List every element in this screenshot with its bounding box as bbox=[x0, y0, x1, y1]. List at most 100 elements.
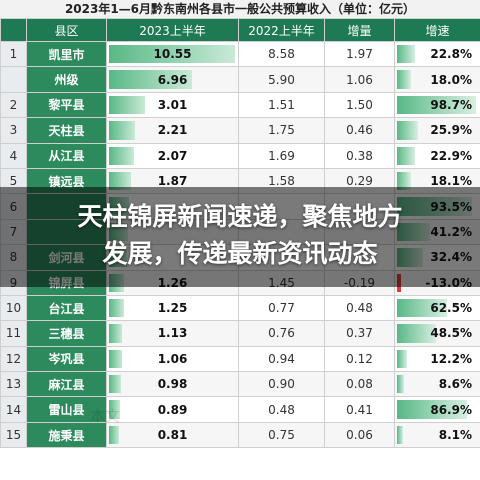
row-index: 4 bbox=[0, 142, 27, 169]
increase-value: 1.50 bbox=[324, 91, 395, 119]
value-2023: 1.06 bbox=[106, 345, 239, 373]
increase-value-text: 1.97 bbox=[346, 47, 373, 62]
growth-rate-text: 22.9% bbox=[430, 148, 472, 163]
value-bar bbox=[109, 375, 121, 394]
table-row: 3 天柱县 2.21 1.75 0.46 25.9% bbox=[0, 117, 480, 144]
row-index: 1 bbox=[0, 40, 27, 68]
growth-bar bbox=[397, 171, 412, 191]
value-2022-text: 1.51 bbox=[268, 97, 295, 112]
value-bar bbox=[109, 146, 134, 165]
value-2022: 0.90 bbox=[238, 371, 325, 398]
value-2023-text: 0.98 bbox=[157, 377, 188, 392]
increase-value-text: 0.48 bbox=[346, 301, 373, 316]
value-bar bbox=[109, 121, 136, 140]
row-index-text: 2 bbox=[9, 97, 18, 112]
growth-bar bbox=[397, 400, 467, 419]
growth-rate-text: 18.1% bbox=[430, 174, 472, 189]
county-name: 天柱县 bbox=[26, 117, 107, 144]
growth-rate-text: 98.7% bbox=[430, 97, 472, 112]
row-index-text: 13 bbox=[5, 377, 22, 392]
county-name-text: 州级 bbox=[54, 73, 79, 88]
value-2023: 6.96 bbox=[106, 66, 239, 93]
county-name: 岑巩县 bbox=[26, 345, 107, 373]
value-2022-text: 5.90 bbox=[268, 72, 295, 87]
value-2023-text: 2.07 bbox=[157, 148, 188, 163]
increase-value: 0.12 bbox=[324, 345, 395, 373]
growth-rate: 22.8% bbox=[394, 40, 480, 68]
row-index: 14 bbox=[0, 396, 27, 423]
growth-rate-text: 86.9% bbox=[430, 402, 472, 417]
header-2023: 2023上半年 bbox=[106, 18, 239, 42]
increase-value: 0.48 bbox=[324, 294, 395, 322]
increase-value-text: 0.29 bbox=[346, 174, 373, 189]
county-name: 州级 bbox=[26, 66, 107, 93]
value-2022-text: 0.77 bbox=[268, 301, 295, 316]
growth-bar bbox=[397, 45, 416, 64]
header-index bbox=[0, 18, 27, 42]
county-name-text: 凯里市 bbox=[48, 47, 85, 62]
increase-value: 1.97 bbox=[324, 40, 395, 68]
table-title: 2023年1—6月黔东南州各县市一般公共预算收入（单位：亿元） bbox=[0, 0, 480, 18]
value-bar bbox=[109, 70, 193, 89]
county-name: 黎平县 bbox=[26, 91, 107, 119]
value-2022: 0.48 bbox=[238, 396, 325, 423]
value-bar bbox=[109, 45, 235, 64]
value-2023: 1.13 bbox=[106, 320, 239, 347]
value-2022: 1.69 bbox=[238, 142, 325, 169]
increase-value-text: 0.08 bbox=[346, 377, 373, 392]
row-index-text: 10 bbox=[5, 301, 22, 316]
increase-value-text: 0.37 bbox=[346, 326, 373, 341]
row-index: 2 bbox=[0, 91, 27, 119]
county-name-text: 从江县 bbox=[48, 149, 85, 164]
value-2022-text: 1.75 bbox=[268, 123, 295, 138]
increase-value-text: 0.06 bbox=[346, 428, 373, 443]
increase-value-text: 0.41 bbox=[346, 402, 373, 417]
value-2023: 0.81 bbox=[106, 421, 239, 449]
value-2022: 0.94 bbox=[238, 345, 325, 373]
county-name: 凯里市 bbox=[26, 40, 107, 68]
value-bar bbox=[109, 400, 120, 419]
value-2023-text: 1.06 bbox=[157, 351, 188, 366]
value-2022: 8.58 bbox=[238, 40, 325, 68]
table-row: 州级 6.96 5.90 1.06 18.0% bbox=[0, 66, 480, 93]
growth-rate-text: 18.0% bbox=[430, 72, 472, 87]
county-name: 从江县 bbox=[26, 142, 107, 169]
county-name: 三穗县 bbox=[26, 320, 107, 347]
row-index: 11 bbox=[0, 320, 27, 347]
headline-overlay bbox=[0, 187, 480, 287]
growth-rate-text: 62.5% bbox=[430, 301, 472, 316]
growth-rate: 18.0% bbox=[394, 66, 480, 93]
growth-bar bbox=[397, 121, 418, 140]
row-index: 10 bbox=[0, 294, 27, 322]
value-2022-text: 0.90 bbox=[268, 377, 295, 392]
county-name-text: 镇远县 bbox=[48, 174, 85, 189]
county-name-text: 黎平县 bbox=[48, 98, 85, 113]
increase-value: 1.06 bbox=[324, 66, 395, 93]
value-2023-text: 2.21 bbox=[157, 123, 188, 138]
growth-bar bbox=[397, 324, 436, 343]
growth-bar bbox=[397, 349, 407, 369]
growth-bar bbox=[397, 70, 412, 89]
watermark: 本文 bbox=[90, 407, 121, 425]
value-bar bbox=[109, 324, 123, 343]
county-name: 施秉县 bbox=[26, 421, 107, 449]
row-index: 13 bbox=[0, 371, 27, 398]
growth-rate: 12.2% bbox=[394, 345, 480, 373]
value-2022: 0.77 bbox=[238, 294, 325, 322]
value-2023-text: 0.81 bbox=[157, 428, 188, 443]
row-index-text: 15 bbox=[5, 428, 22, 443]
header-increase: 增量 bbox=[324, 18, 395, 42]
growth-rate: 8.1% bbox=[394, 421, 480, 449]
value-2022-text: 1.69 bbox=[268, 148, 295, 163]
increase-value-text: 0.46 bbox=[346, 123, 373, 138]
value-2023-text: 0.89 bbox=[157, 402, 188, 417]
value-2023-text: 6.96 bbox=[157, 72, 188, 87]
value-bar bbox=[109, 349, 122, 369]
table-row: 14 雷山县 0.89 0.48 0.41 86.9% bbox=[0, 396, 480, 423]
county-name-text: 台江县 bbox=[48, 301, 85, 316]
growth-bar bbox=[397, 425, 404, 445]
row-index-text: 12 bbox=[5, 351, 22, 366]
growth-rate: 98.7% bbox=[394, 91, 480, 119]
county-name-text: 麻江县 bbox=[48, 377, 85, 392]
value-2022: 1.75 bbox=[238, 117, 325, 144]
